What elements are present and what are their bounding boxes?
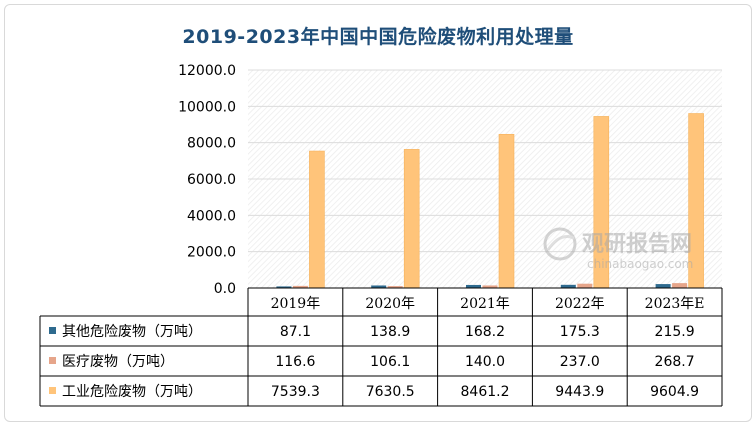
watermark-logo-swoosh-icon [546, 235, 575, 251]
legend-swatch [49, 327, 56, 334]
x-tick-label: 2021年 [460, 296, 510, 312]
bar [498, 133, 515, 289]
bar [560, 284, 576, 288]
x-tick-label: 2023年E [645, 296, 705, 312]
watermark-site: chinabaogao.com [587, 257, 693, 271]
legend-label: 医疗废物（万吨） [62, 354, 174, 370]
y-tick-label: 4000.0 [187, 208, 236, 224]
data-label: 116.6 [275, 354, 315, 370]
data-label: 175.3 [560, 324, 600, 340]
data-label: 140.0 [465, 354, 505, 370]
data-label: 9443.9 [555, 384, 604, 400]
y-tick-label: 2000.0 [187, 245, 236, 261]
data-label: 138.9 [370, 324, 410, 340]
data-label: 8461.2 [461, 384, 510, 400]
y-tick-label: 8000.0 [187, 136, 236, 152]
watermark-logo-icon [543, 227, 577, 261]
bar [403, 149, 420, 289]
bar [276, 286, 292, 288]
y-tick-label: 6000.0 [187, 172, 236, 188]
chart-title: 2019-2023年中国中国危险废物利用处理量 [182, 26, 574, 48]
legend-label: 工业危险废物（万吨） [62, 384, 202, 400]
y-tick-label: 10000.0 [178, 99, 236, 115]
data-label: 7539.3 [271, 384, 320, 400]
bar [371, 285, 387, 288]
data-label: 215.9 [655, 324, 695, 340]
data-label: 87.1 [280, 324, 311, 340]
bar [292, 285, 308, 288]
legend-swatch [49, 387, 56, 394]
data-label: 268.7 [655, 354, 695, 370]
x-tick-label: 2022年 [555, 296, 605, 312]
data-label: 9604.9 [650, 384, 699, 400]
legend-swatch [49, 357, 56, 364]
data-label: 7630.5 [366, 384, 415, 400]
bar [309, 150, 325, 289]
bars [276, 113, 704, 289]
data-label: 106.1 [370, 354, 410, 370]
data-label: 237.0 [560, 354, 600, 370]
y-axis: 0.0 2000.0 4000.0 6000.0 8000.0 10000.0 12000.… [178, 63, 236, 297]
legend-label: 其他危险废物（万吨） [62, 324, 202, 340]
y-tick-label: 12000.0 [178, 63, 236, 79]
data-table: 2019年 2020年 2021年 2022年 2023年E 其他危险废物（万吨） 87.1… [39, 287, 723, 407]
bar [482, 285, 498, 288]
bar [672, 283, 688, 288]
watermark-brand: 观研报告网 [582, 232, 692, 257]
watermark: 观研报告网 chinabaogao.com [543, 227, 693, 271]
x-tick-label: 2020年 [365, 296, 415, 312]
bar [387, 286, 403, 288]
y-tick-label: 0.0 [214, 281, 236, 297]
x-tick-label: 2019年 [271, 296, 321, 312]
bar [577, 283, 593, 288]
bar [655, 284, 671, 288]
bar [466, 284, 481, 288]
data-label: 168.2 [465, 324, 505, 340]
